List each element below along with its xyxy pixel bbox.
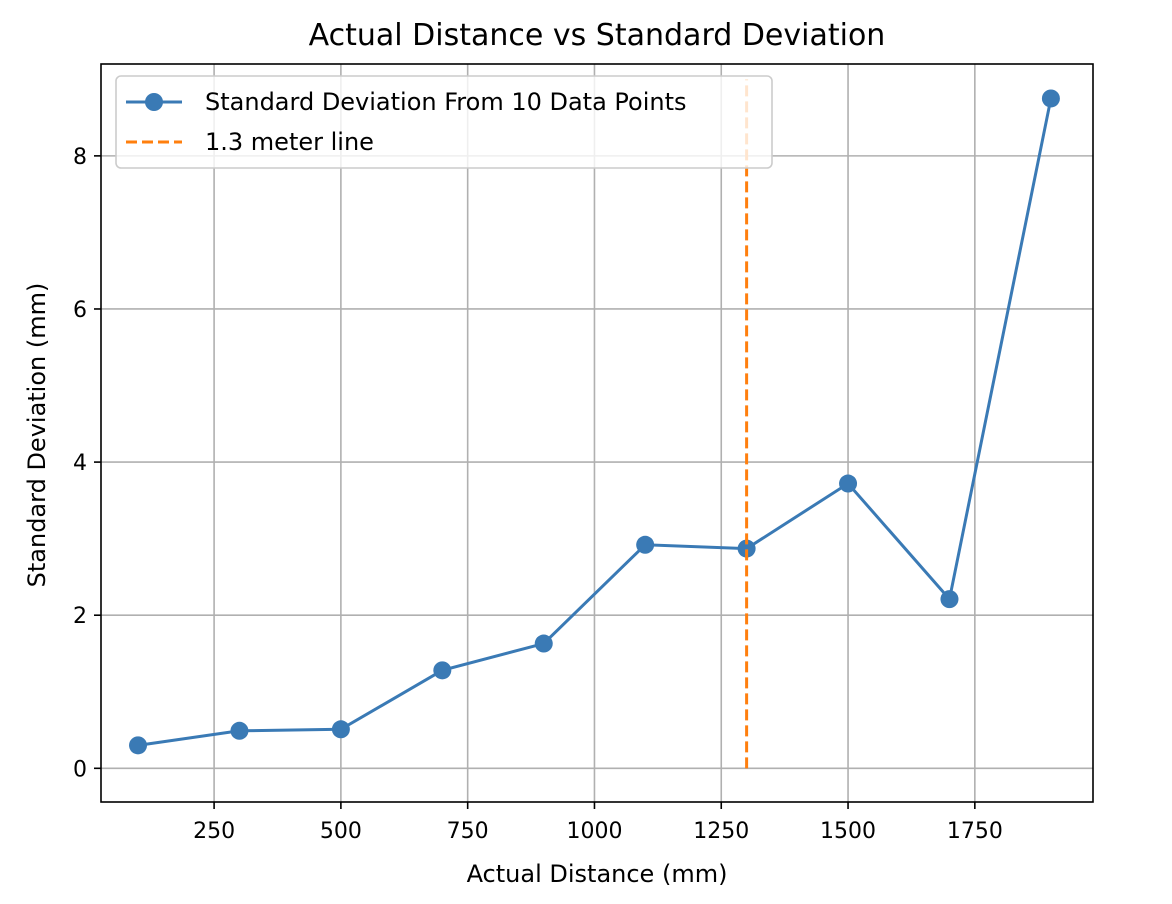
data-point xyxy=(230,721,249,740)
data-point xyxy=(129,736,148,755)
data-point xyxy=(636,535,655,554)
grid xyxy=(101,64,1093,802)
y-tick-label: 2 xyxy=(73,604,87,629)
plot-frame xyxy=(100,63,1094,803)
data-point xyxy=(534,634,553,653)
x-axis-label: Actual Distance (mm) xyxy=(467,860,728,888)
x-tick-label: 1750 xyxy=(947,819,1003,844)
data-point xyxy=(1041,89,1060,108)
data-point xyxy=(331,720,350,739)
x-tick-label: 1250 xyxy=(693,819,749,844)
data-point xyxy=(737,539,756,558)
y-tick-label: 8 xyxy=(73,145,87,170)
data-point xyxy=(940,590,959,609)
legend-swatch-marker xyxy=(145,93,163,111)
y-axis-label: Standard Deviation (mm) xyxy=(23,283,51,588)
plot-series xyxy=(129,79,1060,769)
legend: Standard Deviation From 10 Data Points 1.… xyxy=(115,75,773,169)
data-point xyxy=(433,661,452,680)
x-tick-label: 1000 xyxy=(566,819,622,844)
legend-entry-label: 1.3 meter line xyxy=(205,128,374,156)
y-tick-label: 4 xyxy=(73,451,87,476)
x-tick-label: 750 xyxy=(447,819,489,844)
x-tick-label: 1500 xyxy=(820,819,876,844)
x-tick-label: 500 xyxy=(320,819,362,844)
data-point xyxy=(839,474,858,493)
legend-box xyxy=(115,75,773,169)
legend-entry-label: Standard Deviation From 10 Data Points xyxy=(205,88,687,116)
y-tick-label: 6 xyxy=(73,298,87,323)
series-line xyxy=(137,98,1053,747)
x-tick-label: 250 xyxy=(193,819,235,844)
y-tick-label: 0 xyxy=(73,757,87,782)
chart-title: Actual Distance vs Standard Deviation xyxy=(309,18,886,53)
axis-ticks: 250 500 750 1000 1250 1500 1750 0 2 4 6 8 xyxy=(73,145,1003,844)
